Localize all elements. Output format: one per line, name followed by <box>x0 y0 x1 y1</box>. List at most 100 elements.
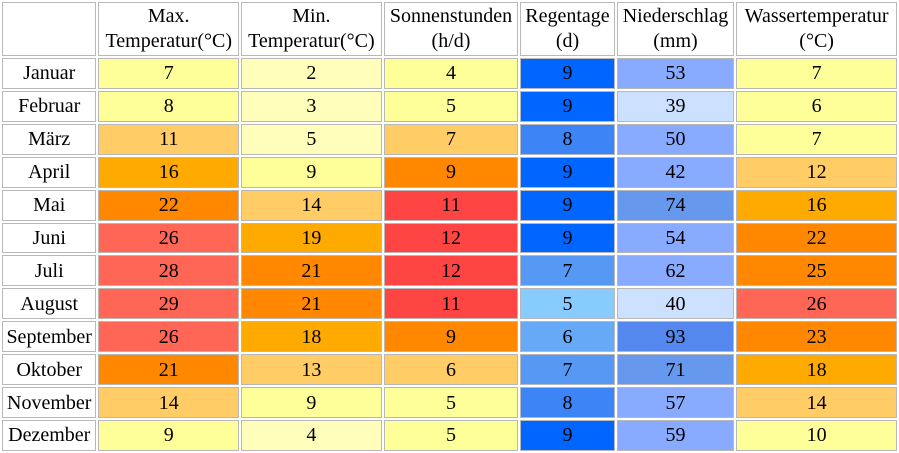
table-row: Januar 7 2 4 9 53 7 <box>2 58 897 89</box>
cell-water-temp: 14 <box>736 387 897 418</box>
cell-rain-days: 7 <box>520 354 615 386</box>
column-header-precipitation: Niederschlag (mm) <box>616 2 735 56</box>
cell-rain-days: 9 <box>520 189 615 221</box>
table-row: Dezember 9 4 5 9 59 10 <box>2 419 897 451</box>
cell-precipitation: 50 <box>616 123 735 155</box>
row-header-month: August <box>2 288 97 320</box>
table-body: Januar 7 2 4 9 53 7 Februar 8 3 5 9 39 6 März 11 5 7 8 50 7 A… <box>2 58 897 451</box>
cell-precipitation: 54 <box>616 222 735 254</box>
corner-cell <box>2 2 97 56</box>
cell-water-temp: 25 <box>736 255 897 287</box>
cell-water-temp: 10 <box>736 419 897 451</box>
cell-sunshine: 7 <box>383 123 519 155</box>
cell-rain-days: 7 <box>520 255 615 287</box>
cell-rain-days: 9 <box>520 222 615 254</box>
cell-sunshine: 9 <box>383 156 519 188</box>
column-header-line: (°C) <box>799 30 834 52</box>
column-header-line: (mm) <box>653 30 698 52</box>
column-header-line: (d) <box>555 30 580 52</box>
cell-sunshine: 5 <box>383 419 519 451</box>
cell-sunshine: 4 <box>383 58 519 89</box>
cell-precipitation: 71 <box>616 354 735 386</box>
cell-min-temp: 9 <box>241 387 382 418</box>
column-header-max-temp: Max. Temperatur(°C) <box>98 2 240 56</box>
cell-sunshine: 11 <box>383 288 519 320</box>
column-header-rain-days: Regentage (d) <box>520 2 615 56</box>
column-header-line: Sonnenstunden <box>389 5 513 27</box>
column-header-line: Wassertemperatur <box>744 5 889 27</box>
header-row: Max. Temperatur(°C) Min. Temperatur(°C) … <box>2 2 897 56</box>
column-header-line: Niederschlag <box>622 5 729 27</box>
column-header-line: Regentage <box>525 5 610 27</box>
table-row: Juni 26 19 12 9 54 22 <box>2 222 897 254</box>
cell-precipitation: 57 <box>616 387 735 418</box>
column-header-sunshine: Sonnenstunden (h/d) <box>383 2 519 56</box>
row-header-month: Mai <box>2 189 97 221</box>
cell-min-temp: 2 <box>241 58 382 89</box>
cell-precipitation: 42 <box>616 156 735 188</box>
row-header-month: November <box>2 387 97 418</box>
cell-max-temp: 16 <box>98 156 240 188</box>
cell-rain-days: 6 <box>520 321 615 353</box>
row-header-month: Februar <box>2 90 97 122</box>
cell-rain-days: 8 <box>520 123 615 155</box>
cell-rain-days: 8 <box>520 387 615 418</box>
row-header-month: März <box>2 123 97 155</box>
column-header-min-temp: Min. Temperatur(°C) <box>241 2 382 56</box>
cell-max-temp: 11 <box>98 123 240 155</box>
table-row: April 16 9 9 9 42 12 <box>2 156 897 188</box>
cell-max-temp: 22 <box>98 189 240 221</box>
cell-sunshine: 5 <box>383 387 519 418</box>
cell-max-temp: 14 <box>98 387 240 418</box>
cell-min-temp: 18 <box>241 321 382 353</box>
column-header-line: Temperatur(°C) <box>248 30 375 52</box>
cell-sunshine: 5 <box>383 90 519 122</box>
cell-min-temp: 5 <box>241 123 382 155</box>
cell-min-temp: 21 <box>241 288 382 320</box>
column-header-line: Temperatur(°C) <box>105 30 232 52</box>
table-row: Oktober 21 13 6 7 71 18 <box>2 354 897 386</box>
cell-max-temp: 8 <box>98 90 240 122</box>
cell-max-temp: 9 <box>98 419 240 451</box>
cell-water-temp: 7 <box>736 58 897 89</box>
table-row: November 14 9 5 8 57 14 <box>2 387 897 418</box>
cell-water-temp: 7 <box>736 123 897 155</box>
cell-precipitation: 62 <box>616 255 735 287</box>
row-header-month: Juni <box>2 222 97 254</box>
table-row: März 11 5 7 8 50 7 <box>2 123 897 155</box>
cell-precipitation: 59 <box>616 419 735 451</box>
row-header-month: Dezember <box>2 419 97 451</box>
cell-precipitation: 74 <box>616 189 735 221</box>
cell-water-temp: 12 <box>736 156 897 188</box>
row-header-month: April <box>2 156 97 188</box>
table-row: September 26 18 9 6 93 23 <box>2 321 897 353</box>
cell-sunshine: 12 <box>383 255 519 287</box>
cell-min-temp: 4 <box>241 419 382 451</box>
cell-rain-days: 9 <box>520 419 615 451</box>
cell-max-temp: 26 <box>98 222 240 254</box>
cell-rain-days: 5 <box>520 288 615 320</box>
table-row: August 29 21 11 5 40 26 <box>2 288 897 320</box>
cell-max-temp: 28 <box>98 255 240 287</box>
cell-water-temp: 22 <box>736 222 897 254</box>
cell-sunshine: 12 <box>383 222 519 254</box>
cell-rain-days: 9 <box>520 90 615 122</box>
cell-rain-days: 9 <box>520 58 615 89</box>
row-header-month: Oktober <box>2 354 97 386</box>
cell-sunshine: 9 <box>383 321 519 353</box>
row-header-month: September <box>2 321 97 353</box>
table-row: Februar 8 3 5 9 39 6 <box>2 90 897 122</box>
cell-precipitation: 40 <box>616 288 735 320</box>
cell-water-temp: 6 <box>736 90 897 122</box>
column-header-line: (h/d) <box>431 30 471 52</box>
cell-water-temp: 18 <box>736 354 897 386</box>
column-header-water-temp: Wassertemperatur (°C) <box>736 2 897 56</box>
cell-max-temp: 21 <box>98 354 240 386</box>
cell-precipitation: 93 <box>616 321 735 353</box>
cell-water-temp: 26 <box>736 288 897 320</box>
cell-min-temp: 13 <box>241 354 382 386</box>
table-row: Mai 22 14 11 9 74 16 <box>2 189 897 221</box>
row-header-month: Januar <box>2 58 97 89</box>
cell-max-temp: 29 <box>98 288 240 320</box>
